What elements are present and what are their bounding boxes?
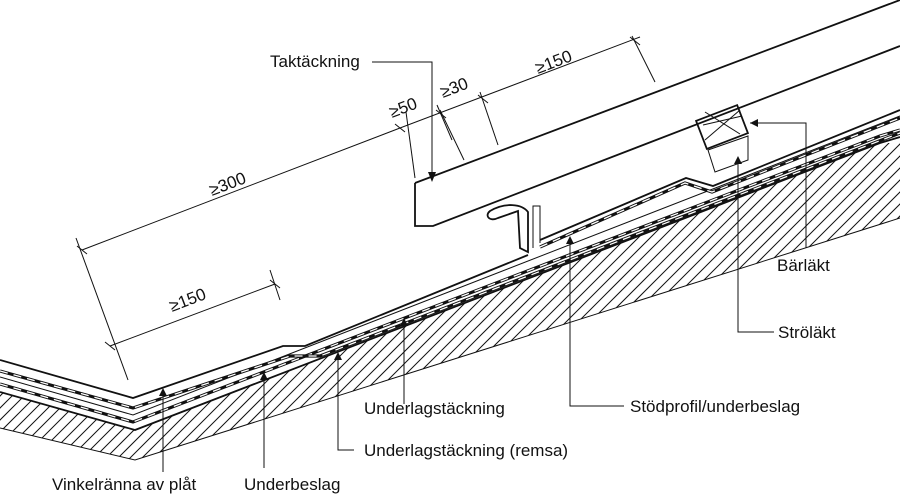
hatch-line — [183, 143, 585, 460]
hatch-line — [27, 143, 429, 460]
hatch-line — [219, 143, 621, 460]
hatch-line — [315, 143, 717, 460]
hatch-line — [831, 143, 900, 460]
hatch-line — [0, 143, 297, 460]
hatch-line — [0, 143, 273, 460]
hatch-line — [723, 143, 900, 460]
hatch-line — [99, 143, 501, 460]
dim-50: ≥50 — [387, 94, 420, 122]
hatch-line — [471, 143, 873, 460]
hatch-line — [483, 143, 885, 460]
dim-300: ≥300 — [207, 168, 249, 199]
hatch-line — [663, 143, 900, 460]
hatch-line — [243, 143, 645, 460]
dim-150-upper: ≥150 — [533, 46, 575, 77]
hatch-line — [783, 143, 900, 460]
roof-deck-hatch — [0, 136, 900, 461]
label-underbeslag: Underbeslag — [244, 475, 340, 494]
hatch-line — [699, 143, 900, 460]
hatch-line — [387, 143, 789, 460]
hatch-line — [543, 143, 900, 460]
hatch-line — [651, 143, 900, 460]
hatch-line — [87, 143, 489, 460]
hatch-line — [39, 143, 441, 460]
hatch-line — [51, 143, 453, 460]
hatch-line — [171, 143, 573, 460]
hatch-line — [339, 143, 741, 460]
label-stodprofil: Stödprofil/underbeslag — [630, 397, 800, 416]
hatch-line — [0, 143, 285, 460]
label-strolakt: Ströläkt — [778, 323, 836, 342]
hatch-line — [15, 143, 417, 460]
hatch-line — [423, 143, 825, 460]
hatch-line — [0, 143, 309, 460]
label-underlagstackning: Underlagstäckning — [364, 399, 505, 418]
batten-barlakt — [694, 103, 750, 151]
hatch-line — [747, 143, 900, 460]
hatch-line — [195, 143, 597, 460]
hatch-line — [531, 143, 900, 460]
hatch-line — [327, 143, 729, 460]
hatch-line — [303, 143, 705, 460]
hatch-line — [579, 143, 900, 460]
batten-strolakt — [707, 135, 749, 173]
hatch-line — [159, 143, 561, 460]
hatch-line — [567, 143, 900, 460]
hatch-line — [291, 143, 693, 460]
label-barlakt: Bärläkt — [777, 256, 830, 275]
roof-covering — [414, 0, 900, 227]
underlay-layers — [0, 115, 900, 424]
label-taktackning: Taktäckning — [270, 52, 360, 71]
hatch-line — [75, 143, 477, 460]
dimension-lines — [75, 35, 656, 381]
hatch-line — [627, 143, 900, 460]
hatch-line — [507, 143, 900, 460]
hatch-line — [459, 143, 861, 460]
hatch-line — [207, 143, 609, 460]
hatch-line — [0, 143, 261, 460]
hatch-line — [435, 143, 837, 460]
label-underlagstackning-remsa: Underlagstäckning (remsa) — [364, 441, 568, 460]
label-vinkelranna: Vinkelränna av plåt — [52, 475, 197, 494]
hatch-line — [855, 143, 900, 460]
leader-lines — [159, 61, 807, 472]
hatch-line — [519, 143, 900, 460]
hatch-line — [0, 143, 321, 460]
hatch-line — [375, 143, 777, 460]
hatch-line — [615, 143, 900, 460]
dim-30: ≥30 — [438, 74, 471, 102]
